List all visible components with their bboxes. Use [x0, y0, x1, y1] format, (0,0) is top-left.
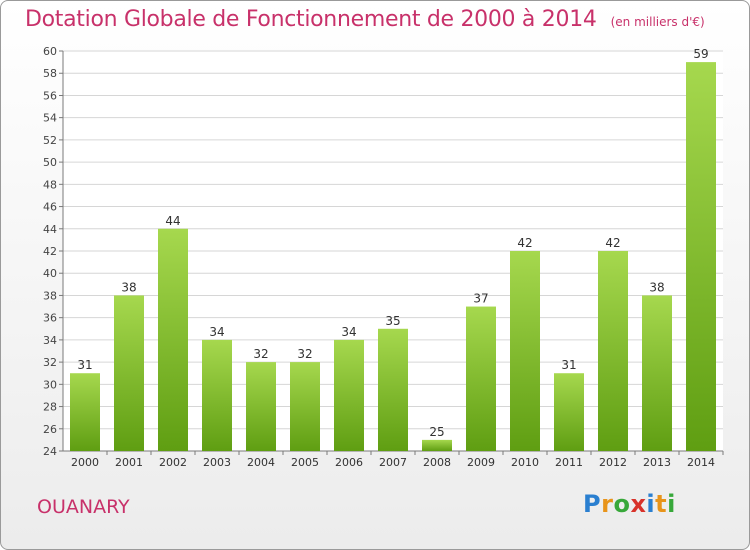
bar-value-label: 44: [165, 214, 180, 228]
bar-value-label: 32: [253, 347, 268, 361]
bar-value-label: 34: [209, 325, 224, 339]
bar: [246, 362, 276, 451]
bar: [202, 339, 232, 451]
y-tick-label: 26: [43, 423, 57, 436]
y-tick-label: 44: [43, 223, 57, 236]
y-tick-label: 36: [43, 312, 57, 325]
bar-value-label: 32: [297, 347, 312, 361]
x-tick-label: 2013: [643, 456, 671, 469]
y-tick-label: 48: [43, 178, 57, 191]
proxiti-logo: Proxiti: [583, 490, 676, 518]
x-tick-label: 2012: [599, 456, 627, 469]
x-tick-label: 2002: [159, 456, 187, 469]
y-tick-label: 58: [43, 67, 57, 80]
y-tick-label: 42: [43, 245, 57, 258]
bar-value-label: 42: [517, 236, 532, 250]
x-tick-label: 2003: [203, 456, 231, 469]
x-tick-label: 2004: [247, 456, 275, 469]
chart-subtitle: (en milliers d'€): [610, 15, 705, 29]
y-tick-label: 60: [43, 45, 57, 58]
commune-name: OUANARY: [37, 496, 130, 518]
bar: [510, 251, 540, 451]
bar-value-label: 35: [385, 314, 400, 328]
bar: [290, 362, 320, 451]
x-tick-label: 2009: [467, 456, 495, 469]
bar: [466, 306, 496, 451]
bar: [158, 228, 188, 451]
bar-value-label: 42: [605, 236, 620, 250]
bar-value-label: 38: [121, 280, 136, 294]
x-tick-label: 2001: [115, 456, 143, 469]
y-tick-label: 40: [43, 267, 57, 280]
y-tick-label: 34: [43, 334, 57, 347]
bar-value-label: 25: [429, 425, 444, 439]
bar: [554, 373, 584, 451]
x-tick-label: 2008: [423, 456, 451, 469]
y-tick-label: 24: [43, 445, 57, 458]
y-tick-label: 46: [43, 201, 57, 214]
bar: [378, 328, 408, 451]
y-tick-label: 52: [43, 134, 57, 147]
x-tick-label: 2014: [687, 456, 715, 469]
chart-title: Dotation Globale de Fonctionnement de 20…: [25, 7, 705, 32]
y-tick-label: 32: [43, 356, 57, 369]
y-tick-label: 50: [43, 156, 57, 169]
bar-value-label: 38: [649, 280, 664, 294]
bar: [70, 373, 100, 451]
bar: [114, 295, 144, 451]
y-tick-label: 38: [43, 289, 57, 302]
x-tick-label: 2000: [71, 456, 99, 469]
bar: [422, 439, 452, 451]
x-tick-label: 2006: [335, 456, 363, 469]
y-tick-label: 54: [43, 112, 57, 125]
y-tick-label: 56: [43, 89, 57, 102]
chart-title-text: Dotation Globale de Fonctionnement de 20…: [25, 7, 597, 32]
y-tick-label: 28: [43, 401, 57, 414]
x-tick-label: 2010: [511, 456, 539, 469]
bar-value-label: 31: [77, 358, 92, 372]
x-tick-label: 2011: [555, 456, 583, 469]
bar-value-label: 31: [561, 358, 576, 372]
bar: [642, 295, 672, 451]
y-tick-label: 30: [43, 378, 57, 391]
bar-value-label: 59: [693, 47, 708, 61]
bar-value-label: 34: [341, 325, 356, 339]
x-tick-label: 2007: [379, 456, 407, 469]
bar: [334, 339, 364, 451]
bar: [686, 62, 716, 451]
bar-value-label: 37: [473, 292, 488, 306]
bar: [598, 251, 628, 451]
x-tick-label: 2005: [291, 456, 319, 469]
